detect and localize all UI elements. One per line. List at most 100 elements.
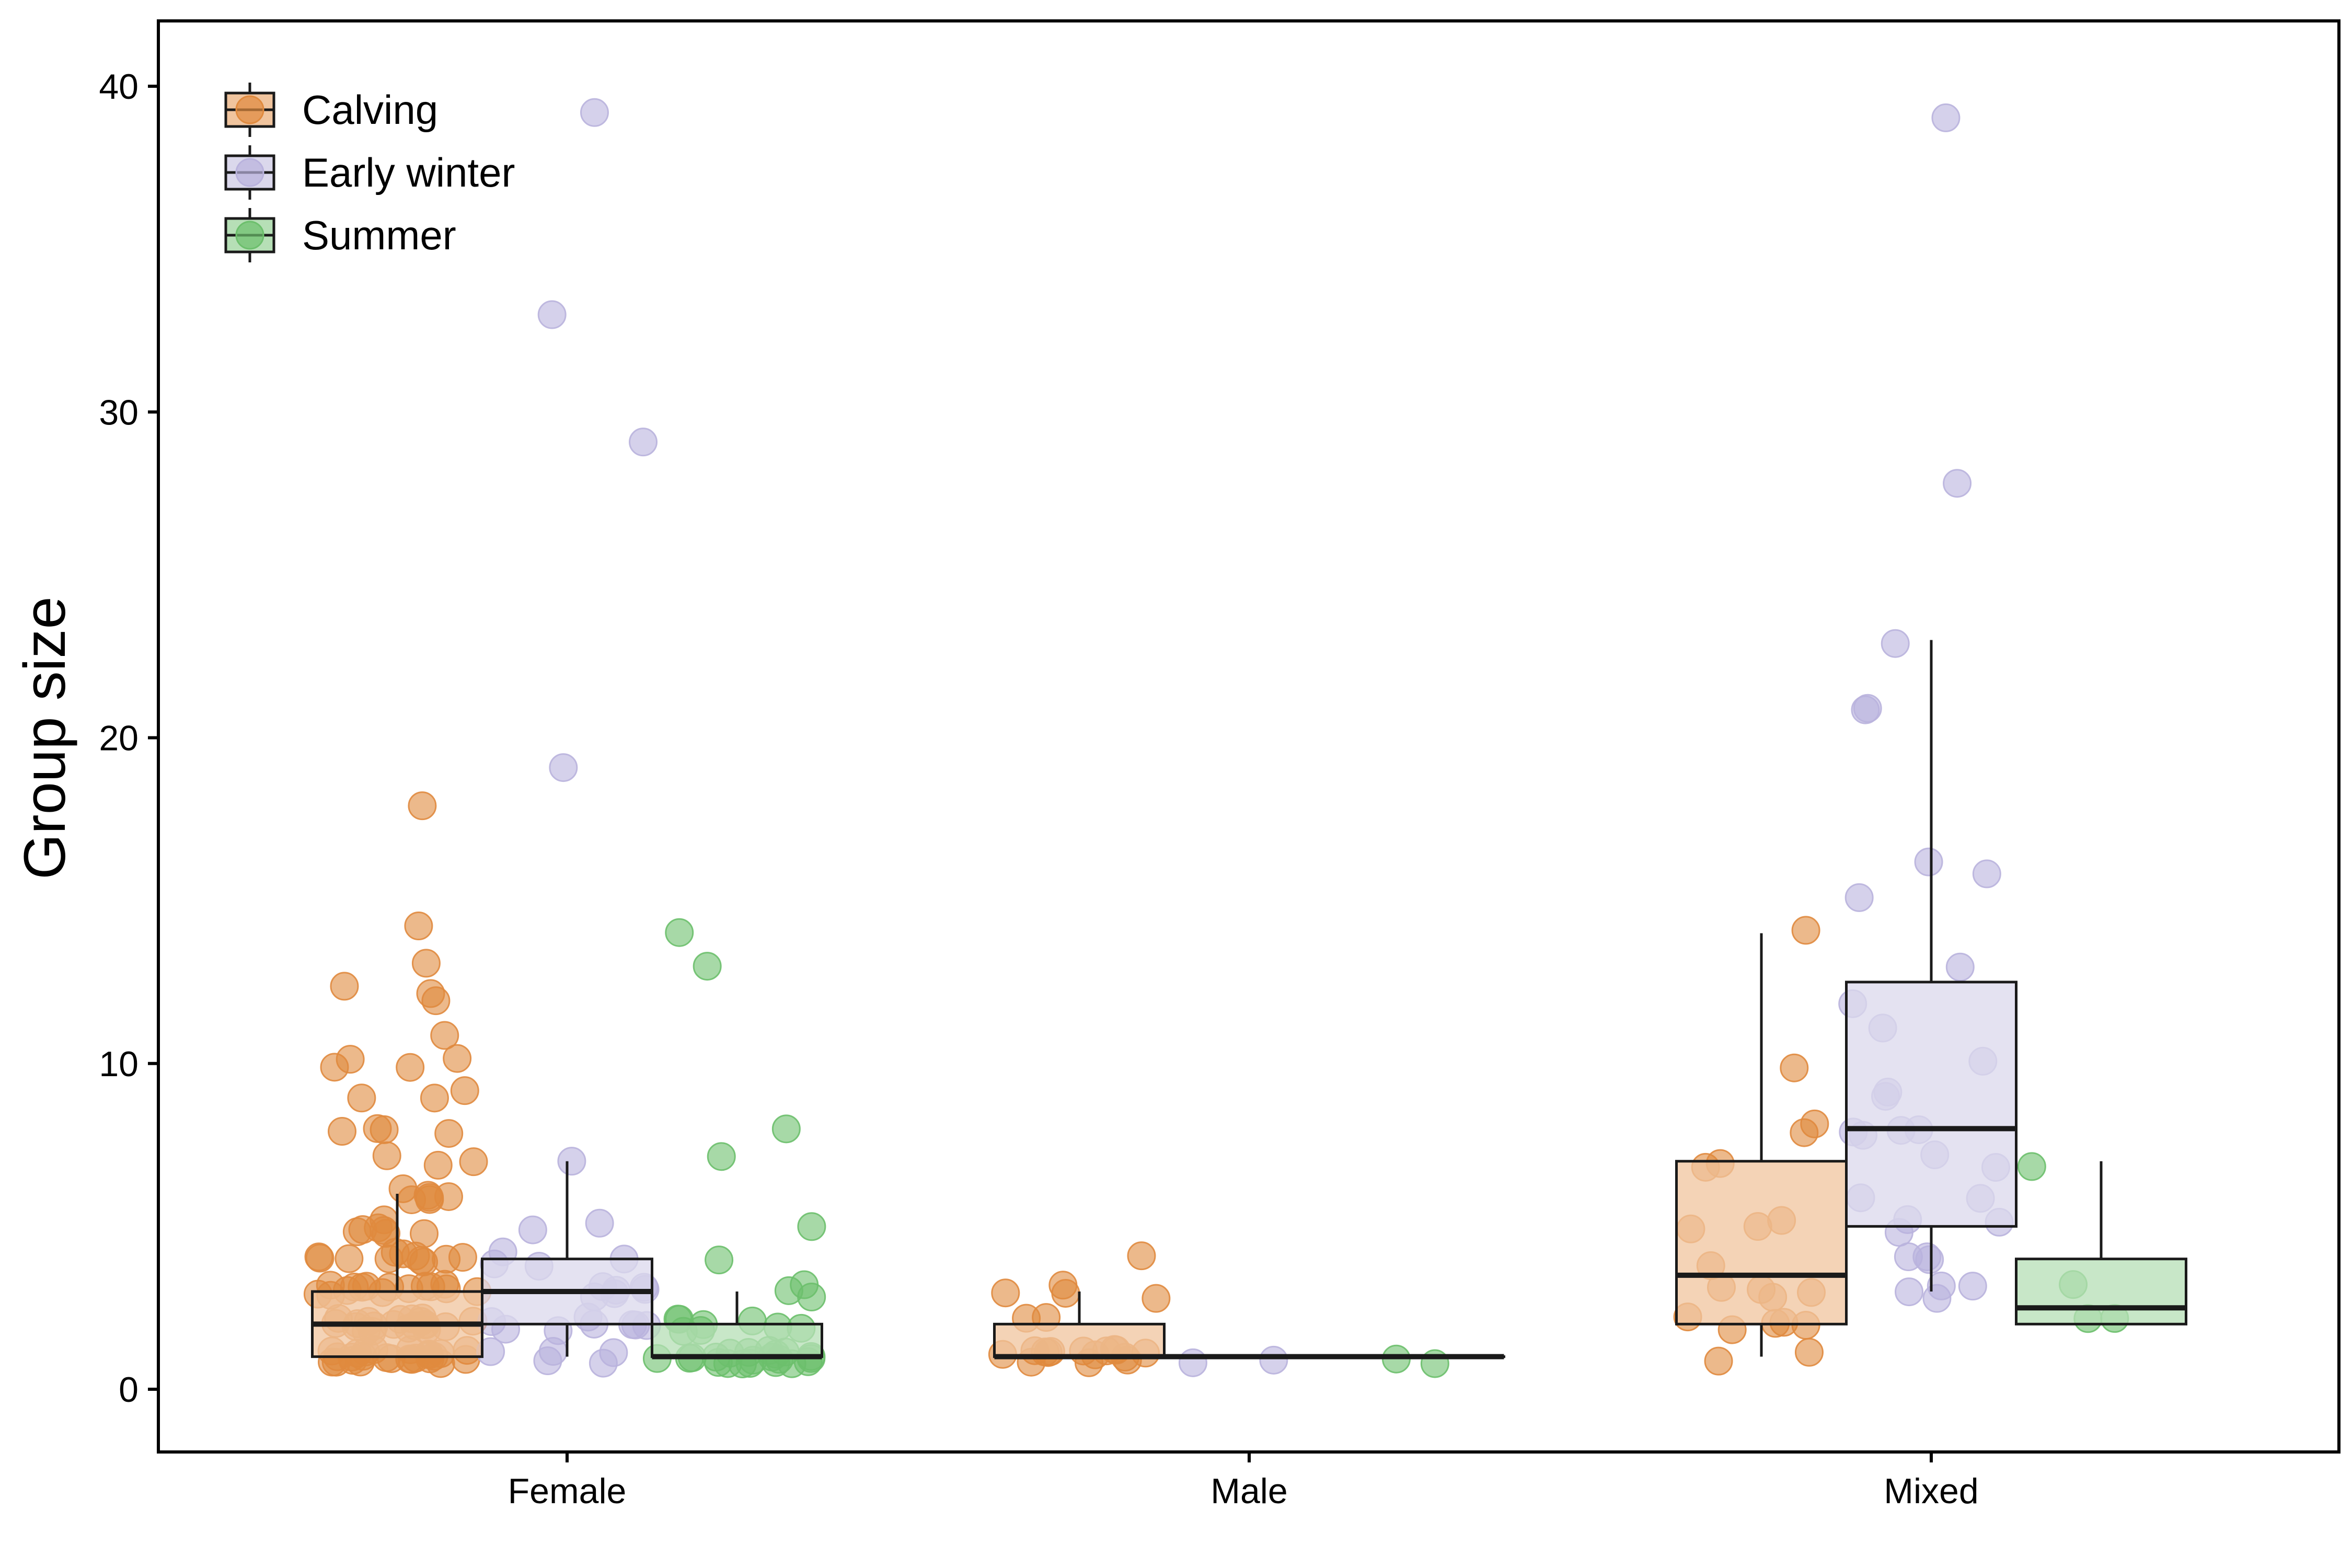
legend-key-point <box>235 221 264 250</box>
data-point-calving <box>396 1053 425 1082</box>
legend-key-point <box>235 158 264 187</box>
data-point-early-winter <box>1972 859 2001 889</box>
data-point-calving <box>1127 1241 1156 1271</box>
data-point-calving <box>415 1183 444 1212</box>
data-point-calving <box>347 1083 376 1113</box>
data-point-calving <box>420 1083 449 1113</box>
data-point-early-winter <box>1914 847 1943 877</box>
legend: Calving Early winter Summer <box>224 83 515 262</box>
data-point-early-winter <box>585 1208 614 1238</box>
data-point-calving <box>381 1238 410 1267</box>
box-early-winter-female <box>481 1161 653 1357</box>
box-iqr <box>651 1322 823 1358</box>
boxes-layer <box>311 640 2187 1359</box>
data-point-calving <box>1051 1278 1080 1308</box>
data-point-early-winter <box>1259 1345 1288 1375</box>
data-point-calving <box>1142 1284 1171 1313</box>
data-point-early-winter <box>580 98 609 127</box>
data-point-early-winter <box>589 1348 618 1378</box>
y-tick-label: 30 <box>99 393 139 432</box>
data-point-early-winter <box>537 300 567 329</box>
data-point-calving <box>363 1114 392 1143</box>
y-axis: 0 10 20 30 40 <box>99 67 158 1410</box>
x-tick-label-male: Male <box>1210 1471 1287 1511</box>
data-point-early-winter <box>629 428 658 457</box>
data-point-summer <box>2017 1152 2046 1181</box>
data-point-calving <box>423 1150 453 1180</box>
data-point-early-winter <box>1945 952 1975 982</box>
data-point-calving <box>304 1242 333 1272</box>
legend-label: Summer <box>302 212 456 258</box>
data-point-early-winter <box>557 1147 586 1176</box>
data-point-early-winter <box>1844 883 1874 912</box>
data-point-calving <box>421 986 451 1016</box>
data-point-calving <box>991 1278 1020 1308</box>
data-point-early-winter <box>1853 694 1882 723</box>
data-point-calving <box>1794 1338 1824 1367</box>
legend-label: Calving <box>302 87 438 133</box>
data-point-early-winter <box>518 1215 547 1244</box>
data-point-calving <box>1791 916 1820 945</box>
box-calving-male <box>993 1292 1166 1359</box>
data-point-calving <box>407 1246 436 1275</box>
data-point-calving <box>1780 1053 1809 1082</box>
data-point-early-winter <box>1178 1348 1207 1377</box>
data-point-calving <box>450 1076 479 1105</box>
data-point-summer <box>705 1246 734 1275</box>
data-point-summer <box>665 918 694 947</box>
data-point-calving <box>404 912 433 941</box>
data-point-calving <box>443 1044 472 1073</box>
y-tick-label: 20 <box>99 719 139 758</box>
data-point-early-winter <box>549 753 578 782</box>
x-axis: Female Male Mixed <box>508 1452 1979 1511</box>
data-point-calving <box>459 1147 488 1177</box>
box-iqr <box>1675 1160 1848 1325</box>
box-iqr <box>993 1322 1166 1358</box>
y-tick-label: 10 <box>99 1044 139 1084</box>
data-point-summer <box>693 952 722 981</box>
data-point-summer <box>771 1114 801 1144</box>
y-tick-label: 40 <box>99 67 139 107</box>
box-iqr <box>2015 1258 2187 1325</box>
box-calving-mixed <box>1675 933 1848 1357</box>
data-point-calving <box>328 1117 357 1146</box>
data-point-calving <box>372 1141 401 1170</box>
legend-key-point <box>235 95 264 124</box>
data-point-calving <box>330 972 359 1001</box>
legend-label: Early winter <box>302 149 515 195</box>
x-tick-label-female: Female <box>508 1471 627 1511</box>
legend-item-calving: Calving <box>224 83 438 137</box>
data-point-calving <box>408 791 437 821</box>
data-point-summer <box>797 1212 826 1241</box>
data-point-early-winter <box>1912 1242 1942 1272</box>
legend-item-early-winter: Early winter <box>224 145 515 200</box>
data-point-calving <box>1704 1346 1733 1376</box>
y-tick-label: 0 <box>119 1370 139 1410</box>
data-point-early-winter <box>1958 1272 1987 1301</box>
data-point-calving <box>1790 1118 1819 1147</box>
box-early-winter-mixed <box>1845 640 2017 1292</box>
data-point-calving <box>411 949 441 978</box>
data-point-calving <box>335 1244 364 1273</box>
data-point-early-winter <box>1943 469 1972 498</box>
data-point-summer <box>797 1283 826 1312</box>
data-point-early-winter <box>1881 629 1910 658</box>
legend-item-summer: Summer <box>224 208 456 262</box>
plot-panel-border <box>157 19 2341 1454</box>
box-calving-female <box>311 1194 483 1358</box>
box-summer-female <box>651 1292 823 1359</box>
data-point-early-winter <box>1895 1277 1924 1307</box>
data-point-calving <box>434 1119 464 1148</box>
data-point-calving <box>430 1021 459 1050</box>
data-point-calving <box>320 1053 349 1082</box>
data-point-calving <box>448 1243 477 1272</box>
x-tick-label-mixed: Mixed <box>1884 1471 1978 1511</box>
data-point-early-winter <box>1931 103 1961 132</box>
data-point-early-winter <box>1927 1271 1956 1300</box>
data-point-early-winter <box>538 1337 568 1366</box>
data-point-summer <box>707 1142 736 1171</box>
box-summer-mixed <box>2015 1161 2187 1325</box>
box-iqr <box>1845 981 2017 1228</box>
y-axis-title: Group size <box>12 596 77 880</box>
